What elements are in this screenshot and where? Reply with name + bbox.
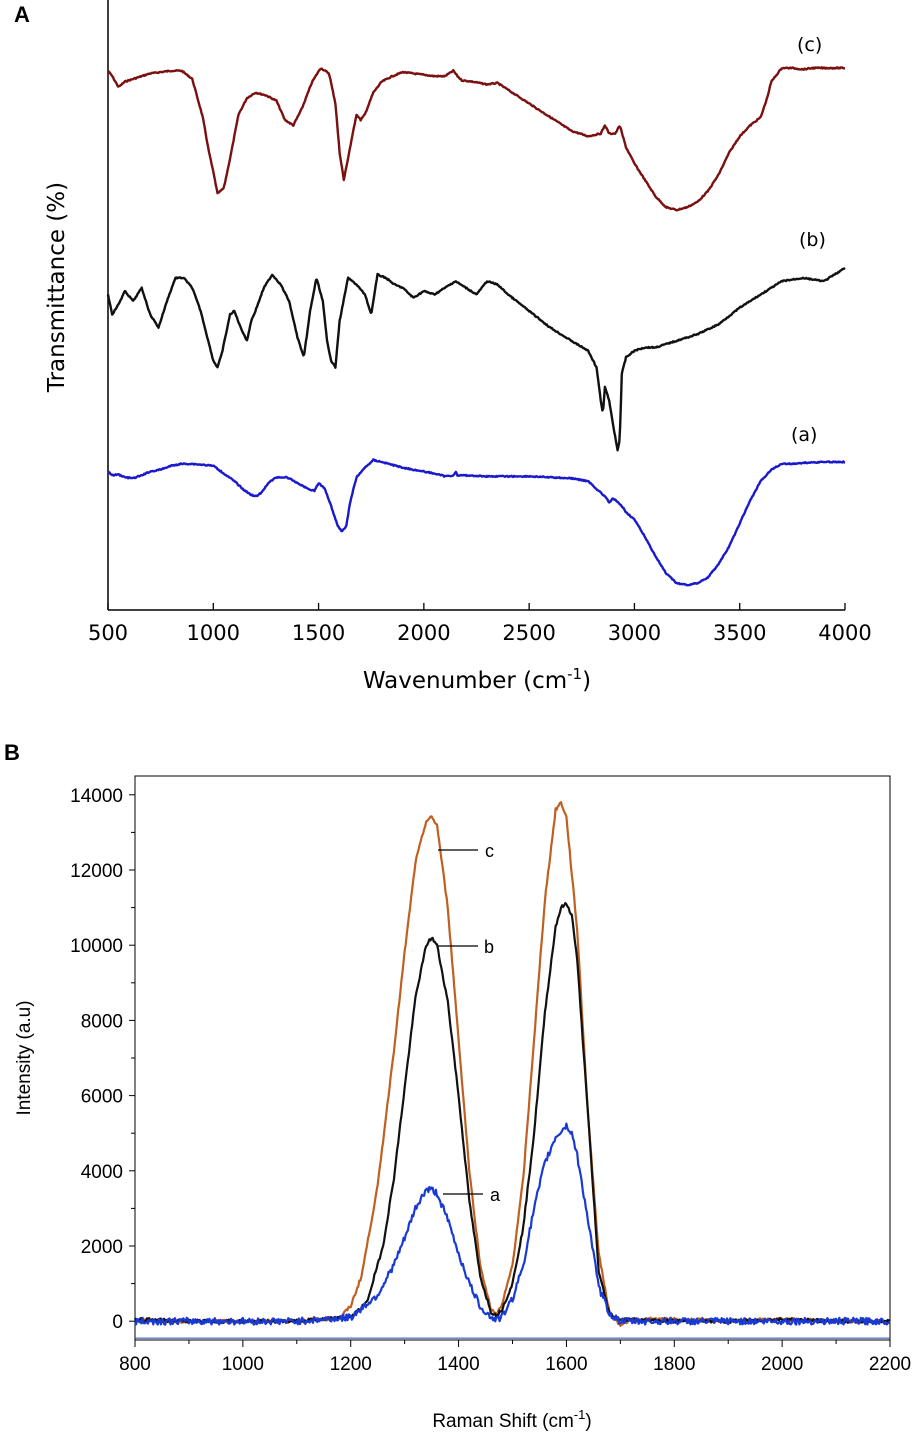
ftir-x-tick-label: 3500: [713, 621, 766, 645]
ftir-series-a: [106, 458, 846, 587]
ftir-series-c: [107, 66, 846, 212]
raman-plot-frame: [134, 775, 891, 1341]
raman-y-tick-label: 6000: [81, 1087, 123, 1108]
ftir-series-b: [106, 267, 846, 452]
ftir-x-tick-label: 500: [88, 621, 128, 645]
raman-x-tick-label: 2200: [869, 1354, 911, 1375]
panel-b-label: B: [4, 740, 20, 765]
ftir-label-c: (c): [797, 34, 822, 56]
raman-y-tick-label: 10000: [70, 936, 123, 957]
raman-y-tick-label: 14000: [70, 786, 123, 807]
ftir-x-tick-label: 4000: [818, 621, 871, 645]
raman-y-axis-label: Intensity (a.u): [14, 1000, 35, 1115]
raman-x-tick-label: 1600: [545, 1354, 587, 1375]
ftir-x-tick-label: 2000: [397, 621, 450, 645]
ftir-label-a: (a): [791, 424, 817, 446]
raman-x-tick-label: 800: [119, 1354, 151, 1375]
ftir-label-b: (b): [799, 229, 826, 251]
raman-series-c: [134, 801, 891, 1327]
ftir-x-tick-label: 1500: [292, 621, 345, 645]
panel-a-label: A: [14, 2, 30, 27]
raman-x-tick-label: 1800: [653, 1354, 695, 1375]
raman-y-tick-label: 8000: [81, 1011, 123, 1032]
raman-y-tick-label: 0: [112, 1312, 123, 1333]
raman-label-b: b: [484, 937, 494, 957]
raman-series-a: [133, 1122, 891, 1326]
raman-y-tick-label: 12000: [70, 861, 123, 882]
raman-label-c: c: [485, 841, 494, 861]
raman-x-axis-label: Raman Shift (cm-1): [432, 1407, 591, 1432]
raman-label-a: a: [490, 1185, 501, 1205]
ftir-x-tick-label: 2500: [502, 621, 555, 645]
raman-x-tick-label: 1200: [330, 1354, 372, 1375]
ftir-y-axis-label: Transmittance (%): [44, 182, 70, 393]
raman-x-tick-label: 2000: [761, 1354, 803, 1375]
ftir-x-tick-label: 3000: [608, 621, 661, 645]
ftir-chart: Transmittance (%) Wavenumber (cm-1) 500 1…: [44, 0, 872, 694]
raman-chart: Intensity (a.u) Raman Shift (cm-1) 800 10…: [14, 775, 911, 1432]
raman-y-tick-label: 2000: [81, 1237, 123, 1258]
raman-y-tick-label: 4000: [81, 1162, 123, 1183]
ftir-x-tick-label: 1000: [187, 621, 240, 645]
ftir-x-axis-label: Wavenumber (cm-1): [363, 665, 591, 694]
raman-x-tick-label: 1000: [222, 1354, 264, 1375]
raman-x-tick-label: 1400: [437, 1354, 479, 1375]
